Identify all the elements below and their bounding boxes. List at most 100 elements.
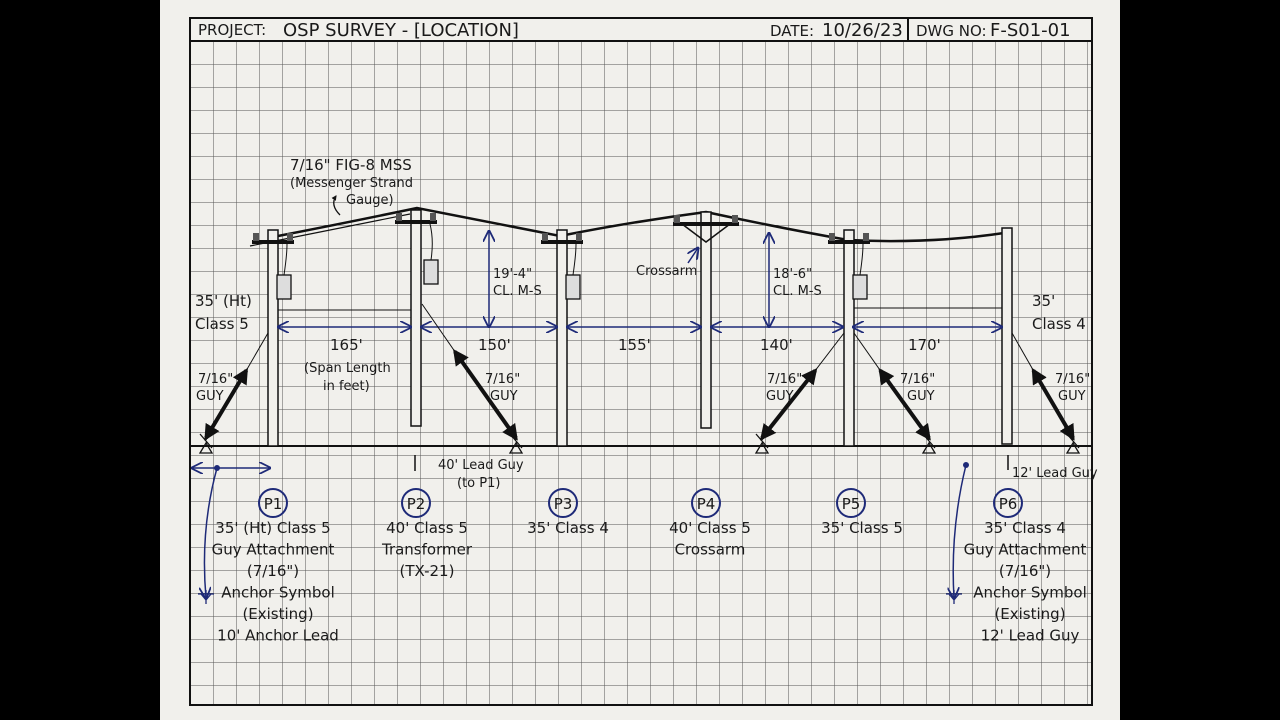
anchor-leader-p6	[953, 464, 967, 598]
strand-label: 7/16" FIG-8 MSS	[290, 156, 412, 174]
guy-size: 7/16"	[1055, 372, 1090, 387]
guy-arrow	[760, 367, 818, 441]
guy-label: GUY	[1058, 389, 1086, 404]
utility-pole	[267, 229, 279, 447]
pole-description: (7/16")	[247, 562, 299, 580]
pole-id: P6	[999, 495, 1018, 513]
guy-size: 7/16"	[198, 372, 233, 387]
pole-description: 35' (Ht) Class 5	[215, 519, 330, 537]
pole-tags: P1 35' (Ht) Class 5 Guy Attachment (7/16") A…	[212, 488, 1087, 645]
pole-tag-circle	[548, 488, 578, 518]
span-note: (Span Length	[304, 361, 391, 376]
clearance-label: CL. M-S	[773, 284, 822, 299]
transformer-icon	[852, 274, 868, 300]
pole-id: P5	[842, 495, 861, 513]
utility-pole	[700, 211, 712, 429]
guy-label: GUY	[766, 389, 794, 404]
crossarm-brace	[681, 223, 731, 243]
pole-tag-circle	[691, 488, 721, 518]
pole-description: Guy Attachment	[964, 541, 1087, 559]
pole-description: 35' Class 4	[527, 519, 609, 537]
utility-pole	[410, 209, 422, 427]
span-length: 150'	[478, 336, 511, 354]
pole-description: Crossarm	[675, 541, 746, 559]
dwg-label: DWG NO:	[916, 22, 987, 40]
anchor-icon	[921, 433, 937, 454]
insulator-icon	[829, 233, 835, 241]
pole-id: P1	[264, 495, 283, 513]
pole-description: 40' Class 5	[386, 519, 468, 537]
transformer-icon	[423, 259, 439, 285]
drop-lead	[572, 243, 577, 276]
guy-arrow	[453, 348, 518, 441]
drop-lead	[283, 243, 288, 276]
utility-pole	[1001, 227, 1013, 445]
insulator-icon	[396, 213, 402, 221]
guy-arrow	[204, 367, 249, 441]
lead-guy-p6: 12' Lead Guy	[1012, 466, 1098, 481]
guy-size: 7/16"	[767, 372, 802, 387]
guy-label: GUY	[196, 389, 224, 404]
insulator-icon	[430, 213, 436, 221]
span-note: in feet)	[323, 379, 370, 394]
pole-description: 40' Class 5	[669, 519, 751, 537]
leader-dot	[214, 465, 220, 471]
insulator-icon	[253, 233, 259, 241]
crossarm-label: Crossarm	[636, 264, 697, 279]
insulator-icon	[863, 233, 869, 241]
pole-description: Transformer	[381, 541, 473, 559]
utility-pole	[556, 229, 568, 447]
lead-guy-p2: 40' Lead Guy	[438, 458, 524, 473]
span-length: 140'	[760, 336, 793, 354]
pole-description: (Existing)	[994, 605, 1065, 623]
insulator-icon	[576, 233, 582, 241]
pole-tag-circle	[401, 488, 431, 518]
guy-arrow	[1031, 367, 1075, 441]
left-pole-note: 35' (Ht)	[195, 292, 252, 310]
anchor-icon	[198, 433, 214, 454]
pole-tag-circle	[993, 488, 1023, 518]
project-label: PROJECT:	[198, 21, 266, 39]
guy-label: GUY	[907, 389, 935, 404]
transformer-icon	[565, 274, 581, 300]
right-pole-note: Class 4	[1032, 315, 1086, 333]
grid	[190, 41, 1092, 705]
poles	[252, 209, 1013, 447]
strand-label: (Messenger Strand	[290, 176, 413, 191]
anchor-icon	[508, 433, 524, 454]
date-value: 10/26/23	[822, 20, 903, 41]
guy-arrow	[878, 367, 931, 441]
pole-id: P3	[554, 495, 573, 513]
project-value: OSP SURVEY - [LOCATION]	[283, 20, 519, 41]
title-block: PROJECT: OSP SURVEY - [LOCATION] DATE: 1…	[189, 17, 1093, 42]
right-pole-note: 35'	[1032, 292, 1055, 310]
anchor-symbol-icon	[946, 590, 962, 604]
pole-id: P4	[697, 495, 716, 513]
guy-size: 7/16"	[900, 372, 935, 387]
pole-description: 12' Lead Guy	[981, 627, 1080, 645]
pole-description: (7/16")	[999, 562, 1051, 580]
pole-description: Anchor Symbol	[221, 584, 335, 602]
pole-description: Anchor Symbol	[973, 584, 1087, 602]
insulator-icon	[674, 215, 680, 223]
insulator-icon	[732, 215, 738, 223]
secondary-strand	[249, 213, 411, 247]
clearance-label: CL. M-S	[493, 284, 542, 299]
strand-label: Gauge)	[346, 193, 394, 208]
insulator-icon	[542, 233, 548, 241]
span-length: 170'	[908, 336, 941, 354]
pole-description: 35' Class 5	[821, 519, 903, 537]
utility-pole	[843, 229, 855, 447]
insulator-icon	[287, 233, 293, 241]
date-label: DATE:	[770, 22, 814, 40]
dwg-value: F-S01-01	[990, 20, 1071, 41]
clearance-value: 18'-6"	[773, 267, 812, 282]
anchor-icon	[754, 433, 770, 454]
lead-guy-p2: (to P1)	[457, 476, 500, 491]
pole-tag-circle	[258, 488, 288, 518]
pole-description: Guy Attachment	[212, 541, 335, 559]
span-length: 155'	[618, 336, 651, 354]
drop-lead	[859, 243, 864, 276]
pole-description: 35' Class 4	[984, 519, 1066, 537]
